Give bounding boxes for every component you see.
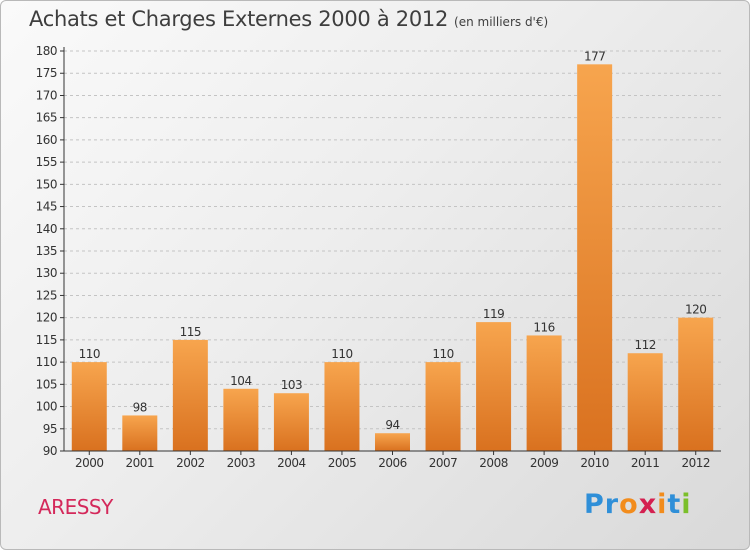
chart-title-text: Achats et Charges Externes 2000 à 2012: [29, 7, 449, 31]
bar: [526, 335, 562, 451]
data-label: 94: [385, 418, 399, 432]
y-tick-label: 90: [43, 444, 57, 458]
bar: [375, 433, 410, 451]
proxiti-logo: Proxiti: [584, 489, 692, 520]
y-tick-label: 110: [36, 355, 57, 369]
x-tick-label: 2003: [227, 456, 256, 470]
data-label: 103: [281, 378, 302, 392]
bar: [627, 353, 663, 451]
logo-letter: t: [667, 489, 682, 520]
y-tick-label: 150: [36, 177, 57, 191]
bars: [71, 64, 714, 452]
data-label: 98: [133, 400, 147, 414]
y-tick-label: 135: [36, 244, 57, 258]
bar: [172, 339, 208, 451]
chart-unit-note: (en milliers d'€): [454, 15, 549, 29]
chart-title: Achats et Charges Externes 2000 à 2012 (e…: [29, 7, 548, 31]
logo-letter: o: [619, 489, 639, 520]
axes: 90 95 100 105 110 115 120 125 130 135 140 145 150 155…: [36, 44, 721, 470]
logo-letter: i: [681, 489, 692, 520]
bar: [273, 393, 309, 451]
y-tick-label: 115: [36, 333, 57, 347]
y-tick-label: 180: [36, 44, 57, 58]
logo-letter: i: [657, 489, 668, 520]
x-tick-label: 2011: [631, 456, 660, 470]
location-label: ARESSY: [38, 495, 113, 519]
data-label: 110: [79, 347, 100, 361]
y-tick-label: 105: [36, 377, 57, 391]
bar: [223, 388, 259, 451]
y-tick-label: 175: [36, 66, 57, 80]
y-tick-label: 125: [36, 288, 57, 302]
y-tick-label: 145: [36, 200, 57, 214]
bar: [122, 415, 158, 451]
data-labels: 110 98 115 104 103 110 94 110 119 116 177 112 120: [79, 49, 707, 432]
x-tick-label: 2006: [378, 456, 407, 470]
y-tick-label: 140: [36, 222, 57, 236]
data-label: 110: [432, 347, 453, 361]
y-tick-label: 95: [43, 422, 57, 436]
y-tick-label: 170: [36, 88, 57, 102]
y-tick-label: 165: [36, 111, 57, 125]
x-tick-label: 2005: [328, 456, 357, 470]
grid-lines: [64, 50, 721, 452]
x-tick-label: 2004: [277, 456, 306, 470]
data-label: 177: [584, 49, 605, 63]
data-label: 110: [331, 347, 352, 361]
data-label: 116: [533, 320, 554, 334]
x-tick-label: 2012: [681, 456, 710, 470]
logo-letter: x: [638, 489, 658, 520]
x-tick-label: 2010: [580, 456, 609, 470]
data-label: 104: [230, 374, 251, 388]
data-label: 115: [180, 325, 201, 339]
logo-letter: P: [584, 489, 605, 520]
y-tick-label: 160: [36, 133, 57, 147]
y-tick-label: 100: [36, 400, 57, 414]
x-tick-label: 2009: [530, 456, 559, 470]
x-tick-label: 2008: [479, 456, 508, 470]
bar: [678, 317, 714, 451]
data-label: 119: [483, 307, 504, 321]
data-label: 120: [685, 303, 706, 317]
y-tick-label: 130: [36, 266, 57, 280]
bar: [71, 362, 107, 451]
x-tick-label: 2000: [75, 456, 104, 470]
y-tick-label: 120: [36, 311, 57, 325]
bar: [577, 64, 613, 452]
bar: [425, 362, 461, 451]
x-tick-label: 2001: [126, 456, 155, 470]
bar: [476, 322, 512, 451]
data-label: 112: [634, 338, 655, 352]
x-tick-label: 2007: [429, 456, 458, 470]
logo-letter: r: [604, 489, 620, 520]
x-tick-label: 2002: [176, 456, 205, 470]
y-tick-label: 155: [36, 155, 57, 169]
bar: [324, 362, 360, 451]
